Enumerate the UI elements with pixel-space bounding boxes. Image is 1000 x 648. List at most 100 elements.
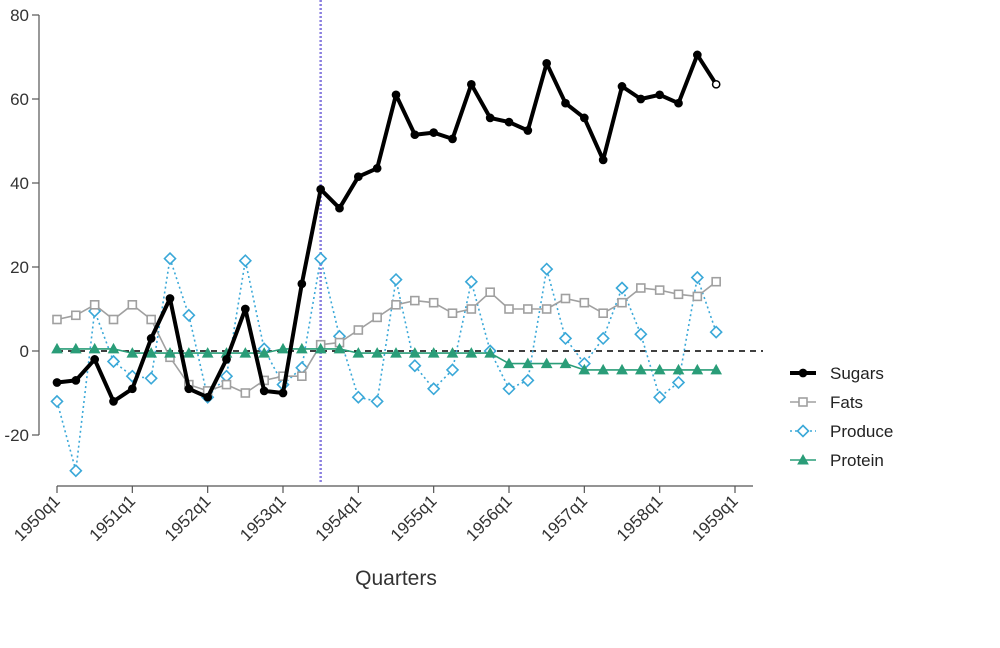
data-point-protein bbox=[408, 347, 421, 358]
y-tick-label: 60 bbox=[10, 90, 29, 109]
data-point-sugars bbox=[297, 279, 307, 289]
data-point-sugars bbox=[598, 155, 608, 165]
data-point-fats bbox=[617, 297, 627, 308]
data-point-sugars bbox=[353, 172, 363, 182]
x-tick-label: 1954q1 bbox=[312, 491, 366, 545]
data-point-protein bbox=[371, 347, 384, 358]
x-tick-label: 1950q1 bbox=[10, 491, 64, 545]
data-point-produce bbox=[596, 331, 610, 346]
data-point-sugars bbox=[523, 126, 533, 135]
data-point-fats bbox=[372, 312, 382, 323]
data-point-protein bbox=[126, 347, 139, 358]
legend-swatch-marker bbox=[797, 453, 809, 465]
data-point-produce bbox=[709, 325, 723, 339]
legend-label: Produce bbox=[830, 422, 893, 441]
data-point-sugars bbox=[448, 134, 457, 144]
data-point-fats bbox=[504, 304, 514, 314]
legend: Sugars Fats Produce Protein bbox=[790, 364, 893, 470]
data-point-protein bbox=[672, 363, 685, 375]
x-tick-label: 1958q1 bbox=[613, 491, 667, 545]
data-point-protein bbox=[521, 357, 534, 369]
data-point-protein bbox=[540, 357, 553, 369]
data-point-sugars bbox=[316, 184, 326, 194]
y-tick-label: 0 bbox=[20, 342, 29, 361]
data-point-produce bbox=[521, 373, 535, 388]
data-point-produce bbox=[50, 394, 64, 409]
data-point-protein bbox=[465, 347, 478, 358]
data-point-protein bbox=[390, 347, 402, 358]
data-point-produce bbox=[351, 390, 365, 404]
data-point-protein bbox=[559, 357, 572, 369]
data-point-fats bbox=[541, 304, 552, 314]
data-point-protein bbox=[164, 347, 176, 358]
data-point-sugars bbox=[485, 113, 495, 123]
data-point-sugars bbox=[165, 294, 175, 303]
data-point-protein bbox=[107, 342, 120, 354]
data-point-sugars bbox=[259, 386, 269, 396]
data-point-protein bbox=[239, 347, 252, 358]
data-point-produce bbox=[314, 251, 328, 266]
x-tick-label: 1955q1 bbox=[387, 491, 441, 545]
data-point-produce bbox=[427, 382, 441, 396]
data-point-fats bbox=[410, 295, 420, 306]
y-tick-label: -20 bbox=[4, 426, 29, 445]
x-tick-label: 1957q1 bbox=[538, 491, 592, 545]
data-point-sugars bbox=[335, 203, 344, 213]
data-point-fats bbox=[560, 293, 571, 304]
data-point-fats bbox=[146, 314, 156, 325]
data-point-produce bbox=[69, 464, 83, 478]
data-point-protein bbox=[616, 363, 628, 375]
data-point-produce bbox=[106, 354, 121, 369]
data-point-fats bbox=[711, 276, 721, 287]
legend-swatch-marker bbox=[798, 368, 808, 378]
data-point-protein bbox=[427, 347, 440, 358]
data-point-protein bbox=[484, 347, 497, 358]
data-point-fats bbox=[654, 285, 665, 295]
data-point-sugars bbox=[561, 98, 570, 108]
data-point-protein bbox=[88, 342, 101, 354]
data-point-sugars bbox=[692, 50, 702, 60]
data-point-fats bbox=[447, 308, 458, 319]
data-point-fats bbox=[428, 297, 439, 308]
data-point-sugars bbox=[90, 355, 100, 364]
data-point-produce bbox=[558, 331, 573, 346]
data-point-sugars bbox=[203, 392, 213, 402]
data-point-sugars bbox=[711, 79, 721, 89]
reference-lines bbox=[57, 0, 763, 482]
data-point-sugars bbox=[146, 334, 156, 343]
data-point-produce bbox=[671, 375, 686, 390]
data-point-sugars bbox=[372, 163, 382, 173]
data-point-sugars bbox=[278, 388, 288, 398]
data-point-sugars bbox=[410, 130, 420, 140]
series-line-produce bbox=[56, 257, 717, 472]
data-point-fats bbox=[485, 287, 495, 298]
data-point-protein bbox=[446, 347, 459, 358]
legend-item-fats: Fats bbox=[790, 393, 863, 412]
data-point-fats bbox=[353, 325, 364, 335]
data-point-fats bbox=[71, 310, 81, 321]
data-point-fats bbox=[127, 299, 138, 310]
data-point-produce bbox=[540, 262, 554, 276]
data-point-protein bbox=[277, 342, 289, 354]
data-point-produce bbox=[182, 308, 196, 322]
series-protein bbox=[51, 342, 723, 375]
data-point-produce bbox=[502, 382, 516, 396]
data-point-sugars bbox=[579, 113, 589, 123]
data-point-sugars bbox=[71, 376, 81, 385]
legend-swatch-marker bbox=[798, 397, 808, 407]
data-point-fats bbox=[523, 304, 533, 314]
x-tick-label: 1959q1 bbox=[688, 491, 742, 545]
data-point-fats bbox=[52, 314, 62, 325]
legend-swatch-marker bbox=[796, 424, 810, 438]
data-point-sugars bbox=[52, 378, 62, 387]
data-point-produce bbox=[163, 251, 177, 266]
data-point-produce bbox=[389, 272, 403, 287]
data-point-fats bbox=[221, 379, 232, 390]
data-point-produce bbox=[238, 254, 252, 268]
data-point-produce bbox=[408, 359, 422, 373]
data-point-produce bbox=[615, 281, 629, 295]
data-point-sugars bbox=[109, 397, 118, 406]
data-point-protein bbox=[710, 363, 723, 375]
